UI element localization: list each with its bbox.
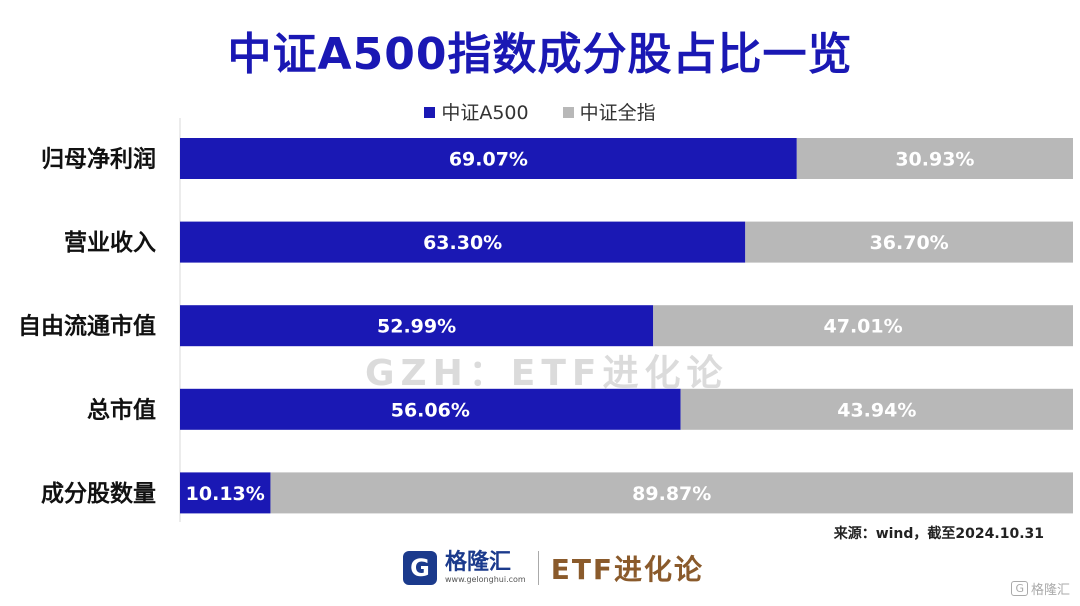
data-label-all-free-float-cap: 47.01% [824,316,903,338]
data-label-a500-constituent-count: 10.13% [186,483,265,505]
corner-watermark: G 格隆汇 [1011,579,1070,598]
legend-swatch-all [562,107,574,118]
source-note: 来源：wind，截至2024.10.31 [833,526,1044,542]
bar-a500-revenue [180,221,746,263]
chart-title: 中证A500指数成分股占比一览 [227,29,853,80]
category-label-total-cap: 总市值 [87,396,156,423]
gelonghui-logo-icon: G [403,551,437,585]
corner-text: 格隆汇 [1030,583,1070,598]
logo-name: 格隆汇 [445,550,512,575]
bar-a500-total-cap [180,388,681,430]
corner-logo-icon: G [1011,581,1028,596]
footer-logo: G 格隆汇 www.gelonghui.com ETF进化论 [403,548,704,588]
bar-all-net-profit [796,138,1073,179]
bar-all-constituent-count [270,472,1073,514]
category-label-revenue: 营业收入 [64,229,156,256]
data-label-a500-free-float-cap: 52.99% [377,316,456,338]
legend-item-a500: 中证A500 [424,98,529,125]
brand-name: ETF进化论 [550,553,705,586]
logo-text: 格隆汇 www.gelonghui.com [445,551,526,585]
bar-all-total-cap [680,388,1073,430]
data-label-a500-net-profit: 69.07% [449,149,528,171]
logo-url: www.gelonghui.com [445,575,526,584]
legend-label-all: 中证全指 [579,102,656,124]
category-label-constituent-count: 成分股数量 [41,481,156,507]
bar-a500-free-float-cap [180,305,654,347]
footer-divider [537,551,539,585]
category-label-net-profit: 归母净利润 [41,146,156,173]
legend-swatch-a500 [424,107,436,118]
legend: 中证A500 中证全指 [0,98,1080,125]
data-label-all-total-cap: 43.94% [837,399,916,421]
category-label-free-float-cap: 自由流通市值 [18,313,156,340]
bar-a500-net-profit [180,138,797,179]
bar-a500-constituent-count [180,472,271,514]
data-label-all-net-profit: 30.93% [895,149,974,171]
data-label-all-constituent-count: 89.87% [632,483,711,505]
bar-all-revenue [745,221,1073,263]
watermark: GZH：ETF进化论 [365,353,729,394]
data-label-all-revenue: 36.70% [870,232,949,254]
data-label-a500-revenue: 63.30% [423,232,502,254]
data-label-a500-total-cap: 56.06% [391,399,470,421]
legend-label-a500: 中证A500 [441,102,529,124]
bar-all-free-float-cap [653,305,1073,347]
legend-item-all: 中证全指 [562,98,656,125]
